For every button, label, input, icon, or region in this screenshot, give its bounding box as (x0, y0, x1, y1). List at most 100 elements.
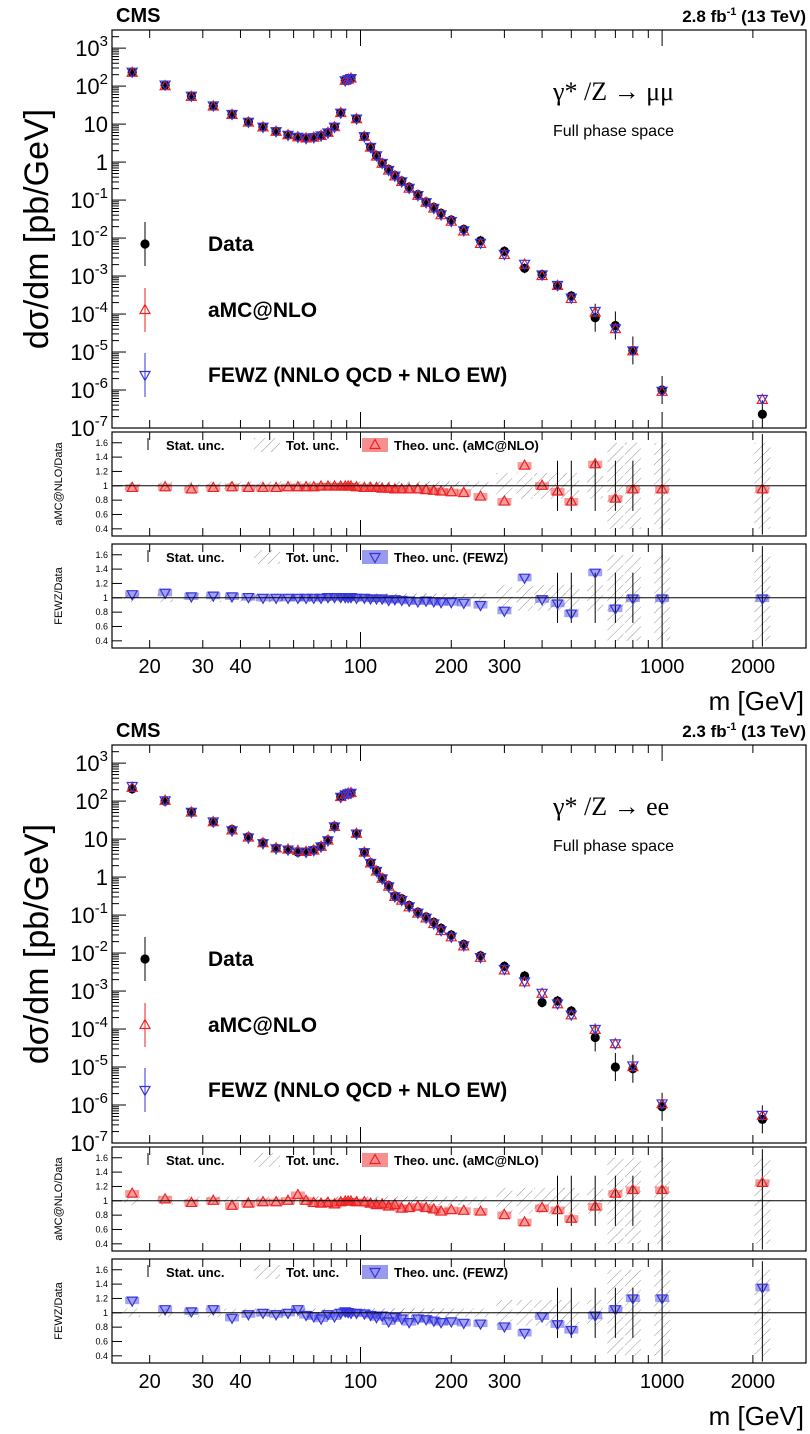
ratio-point (656, 594, 669, 606)
ratio-point (536, 1201, 549, 1213)
theo-unc-band (410, 597, 425, 605)
series-1-point (420, 911, 433, 923)
y-tick-label: 102 (75, 71, 108, 99)
series-1-point (321, 833, 334, 845)
ratio-point (445, 1203, 458, 1215)
ratio-point (126, 1186, 139, 1198)
series-1-point (281, 842, 295, 854)
theo-unc-band (225, 483, 240, 491)
ratio-y-tick-label: 1.6 (95, 438, 108, 448)
ratio-point (435, 1204, 448, 1216)
ratio-point (315, 1196, 328, 1208)
ratio-y-tick-label: 1.4 (95, 1279, 108, 1289)
theo-unc-band (241, 1200, 256, 1208)
legend-entry: aMC@NLO (208, 299, 317, 322)
series-2-point (126, 781, 139, 793)
theo-unc-band (535, 595, 550, 603)
y-tick-label: 103 (75, 748, 108, 776)
theo-unc-band (349, 1198, 364, 1206)
ratio-y-tick-label: 1.2 (95, 1293, 108, 1303)
theo-unc-band (497, 497, 512, 506)
theo-unc-band (394, 1205, 409, 1213)
main-plot-frame (111, 29, 807, 429)
theo-unc-band (314, 1200, 329, 1208)
theo-unc-band (349, 483, 364, 491)
y-tick-label: 10 (84, 112, 108, 137)
ratio-point (756, 594, 769, 606)
ratio-point (626, 1294, 639, 1306)
theo-unc-band (269, 484, 284, 492)
series-1-point (185, 805, 198, 817)
legend-marker (138, 370, 152, 382)
y-tick-label: 102 (75, 786, 108, 814)
theo-unc-band (369, 484, 384, 492)
ratio-point (474, 489, 487, 501)
series-2-point (321, 128, 334, 140)
experiment-label: CMS (116, 5, 160, 27)
series-1-point (376, 872, 389, 883)
theo-unc-band (410, 485, 425, 493)
ratio-point (518, 573, 531, 585)
series-2-point (457, 941, 470, 953)
ratio-point (242, 1310, 255, 1321)
experiment-label: CMS (116, 720, 160, 742)
ratio-point (207, 481, 220, 493)
ratio-point (498, 494, 511, 506)
theo-unc-band (299, 1311, 314, 1319)
series-2-point (350, 114, 363, 126)
theo-unc-band (456, 1319, 471, 1327)
series-0-point (186, 91, 196, 101)
ratio-y-tick-label: 1 (103, 481, 108, 491)
ratio-point (551, 1320, 564, 1332)
legend-theo-symbol (362, 550, 388, 564)
theo-unc-band (419, 1204, 434, 1212)
series-1-point (427, 917, 440, 929)
series-2-point (420, 913, 433, 925)
ratio-point (656, 482, 669, 494)
ratio-point (565, 494, 578, 506)
theo-unc-band (241, 484, 256, 492)
series-2-point (342, 75, 355, 86)
theo-unc-band (320, 593, 335, 601)
y-tick-label: 10-7 (70, 1128, 108, 1156)
ratio-point (435, 1318, 448, 1329)
series-1-point (551, 997, 564, 1009)
theo-unc-band (255, 484, 270, 492)
ratio-panel-0: 0.4 0.6 0.8 1 1.2 1.4 1.6 aMC@NLO/Data Stat. unc… (53, 1146, 807, 1252)
ratio-point (609, 1305, 622, 1316)
series-1-point (334, 106, 347, 118)
theo-unc-band (290, 1305, 305, 1313)
legend-tot-symbol (254, 550, 280, 564)
theo-unc-band (327, 482, 342, 491)
ratio-point (457, 598, 470, 610)
legend-entry: aMC@NLO (208, 1014, 317, 1037)
ratio-point (315, 1314, 328, 1326)
ratio-point (457, 486, 470, 498)
x-tick-label: 20 (139, 656, 161, 678)
theo-unc-band (473, 601, 488, 609)
x-tick-label: 40 (229, 656, 251, 678)
theo-unc-band (206, 1305, 221, 1313)
theo-unc-band (333, 1198, 348, 1206)
ratio-point (256, 593, 270, 605)
series-2-point (185, 91, 198, 103)
lumi-label: 2.3 fb-1 (13 TeV) (682, 721, 806, 741)
theo-unc-band (444, 1317, 459, 1325)
series-2-point (370, 866, 383, 878)
series-2-point (358, 848, 371, 860)
series-1-point (411, 189, 424, 200)
theo-unc-band (444, 488, 459, 496)
legend-marker (138, 1018, 152, 1030)
series-2-point (350, 829, 363, 841)
ratio-panel-0: 0.4 0.6 0.8 1 1.2 1.4 1.6 aMC@NLO/Data Stat. unc… (53, 431, 807, 537)
series-1-point (445, 930, 458, 942)
x-tick-label: 300 (488, 656, 521, 678)
ratio-y-axis-label: aMC@NLO/Data (53, 1156, 65, 1240)
ratio-y-tick-label: 1.4 (95, 452, 108, 462)
ratio-point (270, 1310, 283, 1321)
ratio-point (388, 1198, 401, 1210)
series-0-point (127, 67, 137, 77)
ratio-point (395, 595, 408, 607)
legend-tot-label: Tot. unc. (286, 438, 339, 453)
ratio-y-tick-label: 1.4 (95, 564, 108, 574)
